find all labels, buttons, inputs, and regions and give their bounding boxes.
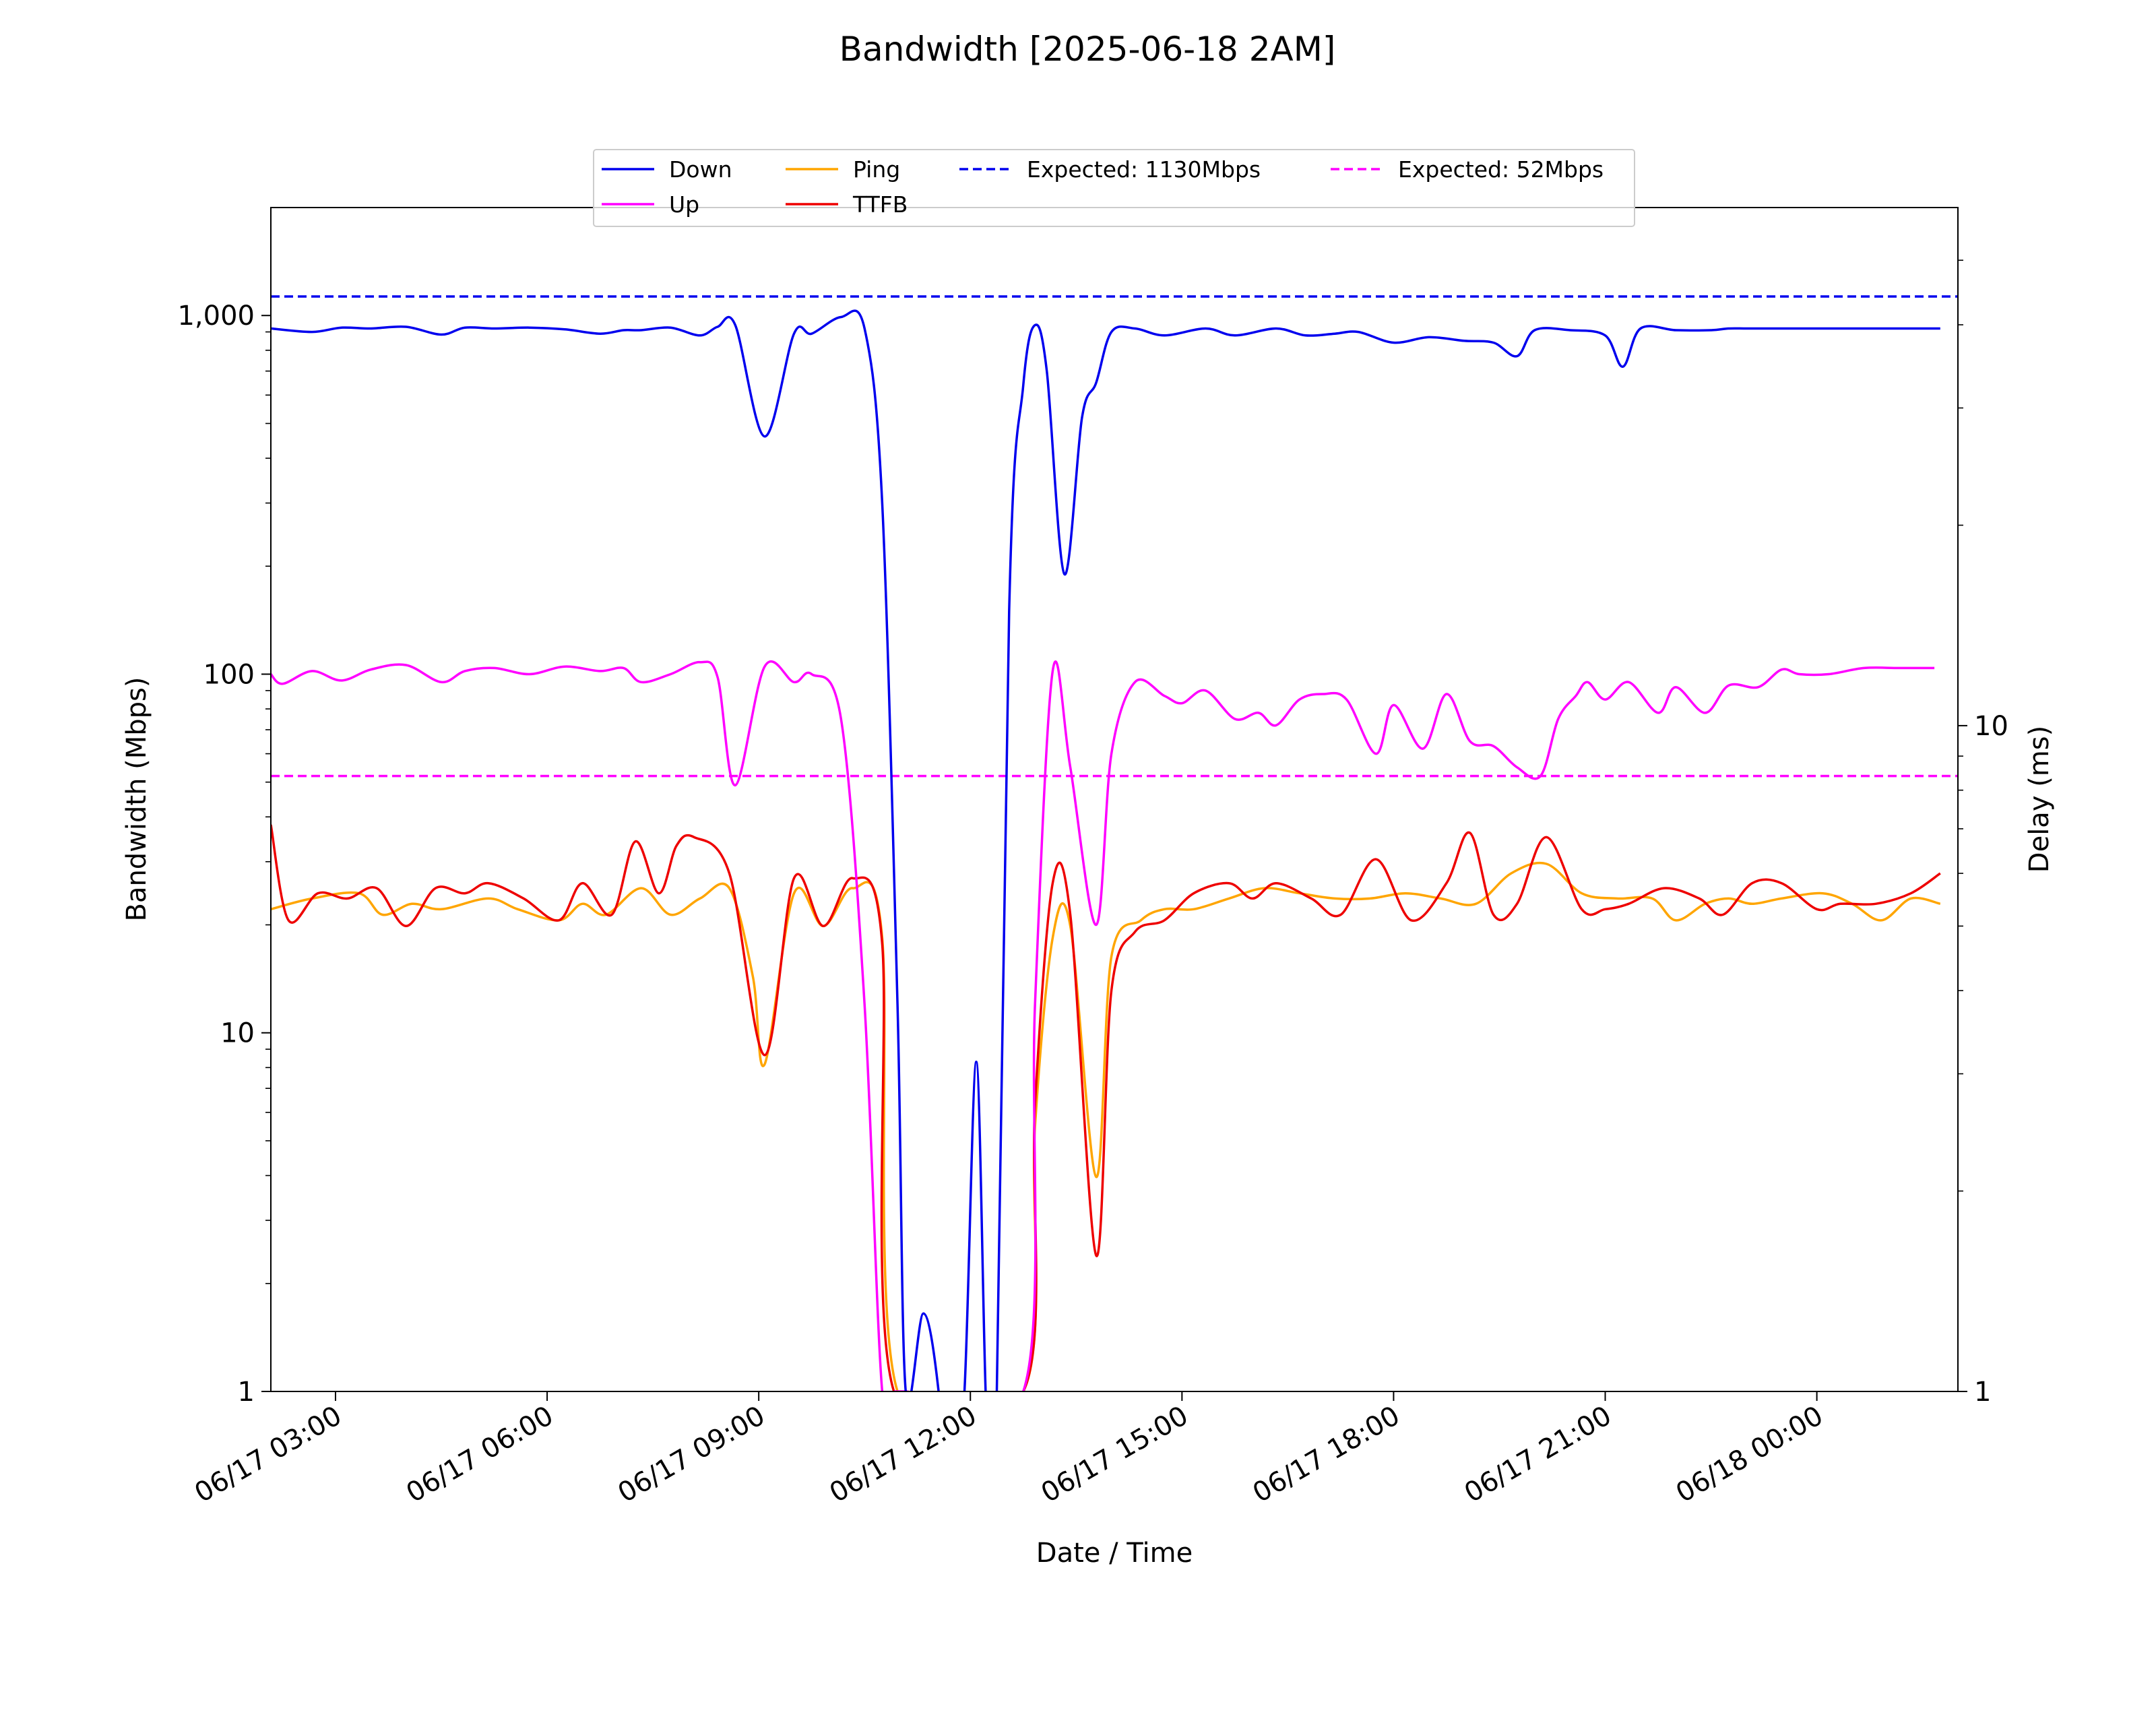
x-axis-label: Date / Time (1036, 1538, 1193, 1569)
y-tick-label: 1 (238, 1377, 255, 1408)
legend-label-ttfb: TTFB (852, 191, 908, 218)
legend-label-ping: Ping (853, 156, 900, 183)
y2-axis-label: Delay (ms) (2024, 726, 2055, 873)
legend-label-up: Up (669, 191, 699, 218)
x-tick-label: 06/17 15:00 (1036, 1400, 1194, 1509)
legend-label-down: Down (669, 156, 732, 183)
plot-area (271, 295, 1958, 1391)
y2-tick-label: 10 (1974, 711, 2008, 742)
series-ttfb-line (271, 824, 1941, 1391)
plot-frame (270, 207, 1959, 1392)
x-tick-label: 06/17 21:00 (1459, 1400, 1617, 1509)
y2-tick-label: 1 (1974, 1377, 1991, 1408)
y-axis-label: Bandwidth (Mbps) (121, 677, 152, 921)
y-tick-label: 1,000 (177, 301, 255, 332)
legend-label-expected-52mbps: Expected: 52Mbps (1398, 156, 1604, 183)
x-tick-label: 06/18 00:00 (1671, 1400, 1829, 1509)
x-tick-label: 06/17 09:00 (612, 1400, 770, 1509)
x-tick-label: 06/17 06:00 (401, 1400, 559, 1509)
x-tick-label: 06/17 03:00 (189, 1400, 347, 1509)
legend-label-expected-1130mbps: Expected: 1130Mbps (1027, 156, 1261, 183)
y-tick-label: 100 (203, 659, 255, 690)
legend: Down Up Ping TTFB Expected: 1130Mbps Expected… (593, 149, 1635, 227)
y-tick-label: 10 (220, 1018, 255, 1049)
series-down-line (271, 309, 1940, 1391)
x-tick-label: 06/17 12:00 (825, 1400, 982, 1509)
series-ping-line (271, 861, 1941, 1391)
axes: 1 10 100 1,000 1 10 06/17 03:00 06/17 06:00 06/1… (177, 259, 2008, 1509)
x-tick-label: 06/17 18:00 (1248, 1400, 1405, 1509)
series-up-line (271, 660, 1935, 1391)
chart-title: Bandwidth [2025-06-18 2AM] (839, 30, 1336, 69)
